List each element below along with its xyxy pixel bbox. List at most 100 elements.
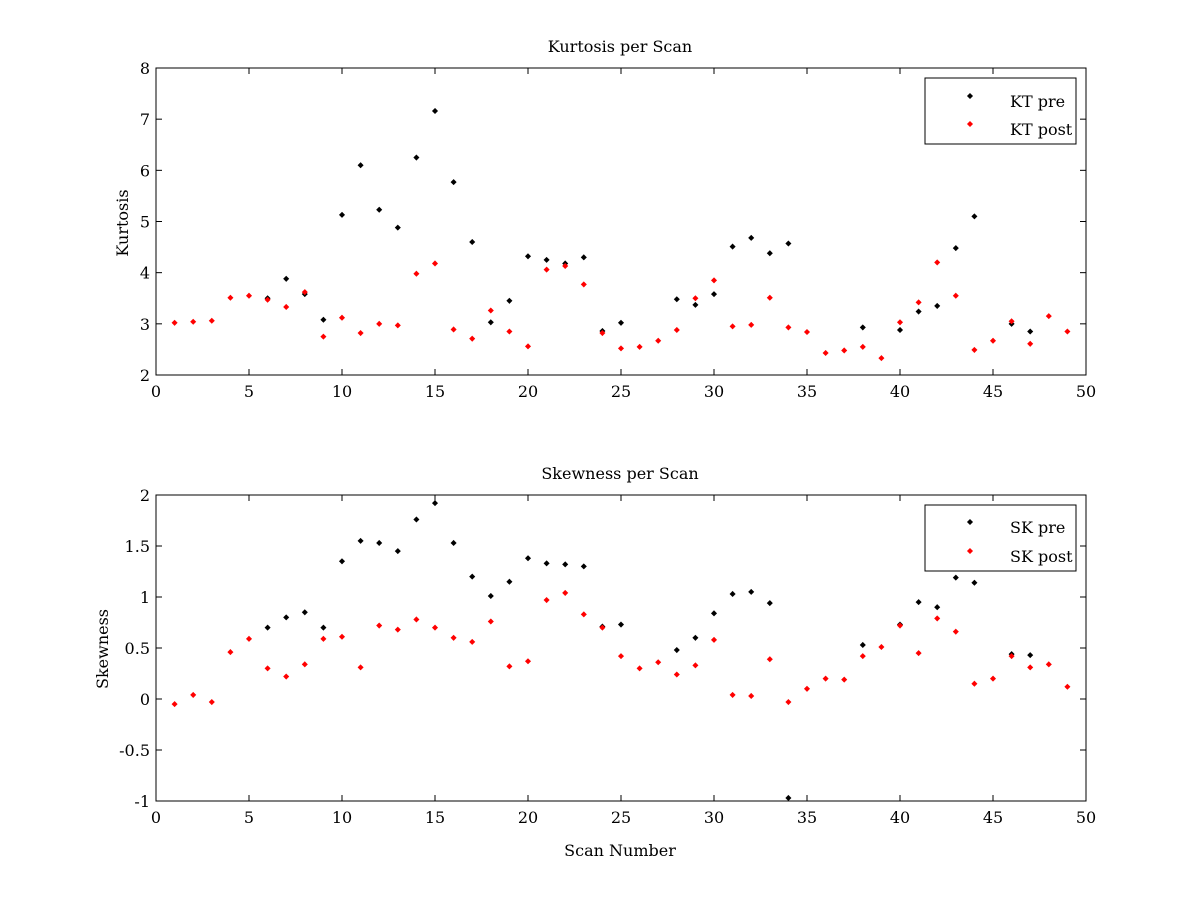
data-point [673, 326, 680, 333]
data-point [1064, 683, 1071, 690]
legend-label-kt-pre: KT pre [1010, 92, 1065, 111]
y-axis-label: Skewness [93, 609, 112, 689]
data-point [655, 337, 662, 344]
x-tick-label: 20 [518, 382, 538, 401]
x-tick-label: 5 [244, 808, 254, 827]
data-point [1027, 664, 1034, 671]
x-tick-label: 35 [797, 808, 817, 827]
data-point [469, 573, 476, 580]
data-point [617, 319, 625, 326]
data-point [376, 320, 383, 327]
data-point [599, 624, 606, 631]
data-point [1008, 653, 1015, 660]
data-point [915, 299, 922, 306]
data-point [896, 319, 904, 326]
data-point [208, 699, 215, 706]
data-point [989, 337, 997, 344]
x-tick-label: 25 [611, 382, 631, 401]
data-point [896, 622, 904, 629]
data-point [320, 624, 327, 631]
data-point [190, 318, 197, 325]
data-point [357, 537, 364, 544]
data-point [413, 616, 420, 623]
data-point [487, 618, 494, 625]
data-point [245, 292, 253, 299]
data-point [896, 326, 904, 333]
data-point [431, 107, 439, 115]
data-point [413, 270, 420, 277]
data-point [301, 289, 308, 296]
x-axis-label: Scan Number [564, 841, 676, 860]
legend-box [924, 504, 1077, 572]
data-point [971, 346, 978, 353]
data-point [673, 671, 680, 678]
data-point [1027, 328, 1034, 335]
data-point [283, 614, 290, 621]
data-point [617, 621, 625, 628]
data-point [1027, 340, 1034, 347]
skewness-plot: Skewness per Scan Skewness Scan Number 0… [93, 464, 1096, 860]
x-tick-label: 45 [983, 808, 1003, 827]
data-point [227, 649, 234, 656]
data-point [227, 294, 234, 301]
plot-title: Skewness per Scan [541, 464, 698, 483]
data-point [710, 610, 718, 617]
data-point [301, 609, 308, 616]
data-point [1027, 652, 1034, 659]
data-point [208, 317, 215, 324]
data-point [692, 662, 699, 669]
data-point [748, 234, 755, 241]
data-point [692, 634, 699, 641]
x-tick-label: 45 [983, 382, 1003, 401]
data-point [283, 275, 290, 282]
data-point [859, 641, 866, 648]
data-point [692, 301, 699, 308]
data-point [357, 664, 364, 671]
data-point [766, 250, 773, 257]
data-point [264, 296, 271, 303]
x-tick-label: 50 [1076, 382, 1096, 401]
y-tick-label: 1.5 [125, 537, 150, 556]
x-tick-label: 25 [611, 808, 631, 827]
data-point [915, 650, 922, 657]
data-point [766, 600, 773, 607]
data-point [338, 558, 346, 565]
data-point [1064, 328, 1071, 335]
legend-box [924, 77, 1077, 145]
data-point [617, 345, 625, 352]
data-point [841, 347, 848, 354]
data-point [469, 238, 476, 245]
data-point [748, 692, 755, 699]
data-point [599, 330, 606, 337]
data-point [729, 243, 736, 250]
data-point [413, 516, 420, 523]
x-tick-label: 20 [518, 808, 538, 827]
data-point [952, 292, 959, 299]
legend-marker [966, 518, 974, 526]
data-points [171, 107, 1071, 362]
data-point [357, 330, 364, 337]
data-point [524, 658, 532, 665]
data-point [710, 291, 718, 298]
data-point [971, 579, 978, 586]
y-axis-label: Kurtosis [113, 189, 132, 256]
data-point [934, 615, 941, 622]
data-point [971, 213, 978, 220]
x-tick-label: 5 [244, 382, 254, 401]
data-point [450, 539, 457, 546]
data-point [450, 179, 457, 186]
data-point [171, 319, 178, 326]
x-tick-label: 40 [890, 382, 910, 401]
data-point [524, 343, 532, 350]
data-point [283, 303, 290, 310]
data-point [580, 254, 587, 261]
data-point [859, 343, 866, 350]
data-point [748, 321, 755, 328]
data-point [320, 316, 327, 323]
data-point [506, 663, 513, 670]
data-point [915, 599, 922, 606]
data-point [450, 326, 457, 333]
y-tick-label: 1 [140, 588, 150, 607]
data-point [320, 333, 327, 340]
data-point [729, 323, 736, 330]
